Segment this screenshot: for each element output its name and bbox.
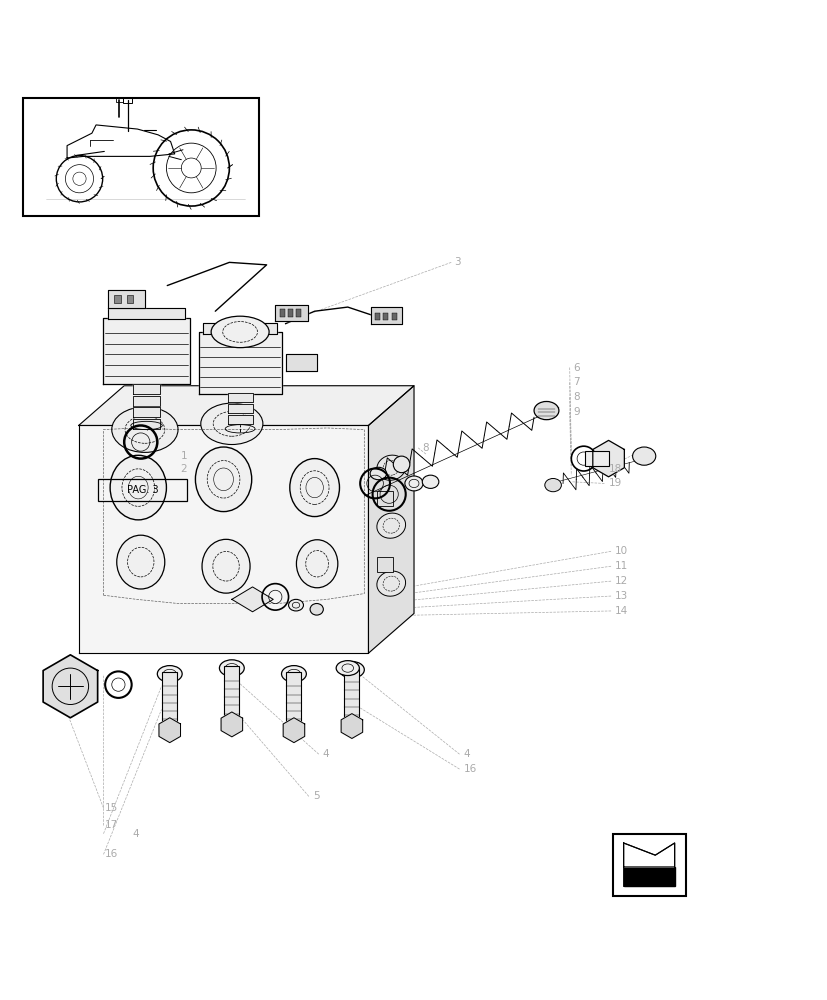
Polygon shape (203, 323, 277, 334)
Bar (375, 313, 380, 320)
Bar (98, 479, 187, 501)
Bar (391, 313, 396, 320)
Polygon shape (623, 867, 674, 886)
Text: 13: 13 (614, 591, 627, 601)
Ellipse shape (309, 604, 323, 615)
Text: 6: 6 (572, 363, 579, 373)
Text: 8: 8 (422, 443, 428, 453)
Ellipse shape (296, 540, 337, 588)
Polygon shape (79, 386, 414, 425)
Bar (23, 98, 259, 216)
Polygon shape (79, 425, 368, 653)
Bar (288, 309, 293, 317)
Bar (114, 295, 121, 303)
Ellipse shape (376, 571, 405, 596)
Polygon shape (227, 415, 252, 424)
Text: 14: 14 (614, 606, 627, 616)
Text: 19: 19 (608, 478, 621, 488)
Ellipse shape (376, 513, 405, 538)
Text: 15: 15 (105, 803, 118, 813)
Polygon shape (103, 318, 189, 384)
Ellipse shape (202, 539, 250, 593)
Polygon shape (133, 407, 160, 417)
Ellipse shape (376, 455, 405, 480)
Bar (376, 491, 393, 506)
Bar (286, 672, 301, 724)
Polygon shape (227, 404, 252, 413)
Bar (585, 451, 608, 466)
Text: 18: 18 (608, 464, 621, 474)
Bar (122, 97, 132, 103)
Ellipse shape (117, 535, 165, 589)
Ellipse shape (370, 467, 386, 480)
Text: 11: 11 (614, 561, 627, 571)
Ellipse shape (219, 660, 244, 676)
Ellipse shape (632, 447, 655, 465)
Polygon shape (227, 393, 252, 402)
Polygon shape (368, 386, 414, 653)
Polygon shape (283, 718, 304, 743)
Text: 5: 5 (313, 791, 319, 801)
Text: 1: 1 (180, 451, 187, 461)
Bar (280, 309, 284, 317)
Bar (383, 313, 388, 320)
Text: 7: 7 (572, 377, 579, 387)
Polygon shape (370, 307, 402, 324)
Bar (296, 309, 301, 317)
Bar (116, 98, 122, 102)
Polygon shape (198, 332, 281, 394)
Polygon shape (159, 718, 180, 743)
Text: 4: 4 (323, 749, 329, 759)
Text: 8: 8 (572, 392, 579, 402)
Polygon shape (108, 308, 185, 319)
Polygon shape (592, 440, 624, 477)
Text: 12: 12 (614, 576, 627, 586)
Ellipse shape (544, 478, 561, 492)
Polygon shape (221, 712, 242, 737)
Polygon shape (133, 396, 160, 406)
Text: 2: 2 (180, 464, 187, 474)
Bar (162, 672, 177, 724)
Circle shape (393, 456, 409, 473)
Ellipse shape (112, 407, 178, 452)
Polygon shape (133, 384, 160, 394)
Ellipse shape (336, 661, 359, 676)
Text: 16: 16 (105, 849, 118, 859)
Polygon shape (133, 419, 160, 429)
Ellipse shape (404, 476, 423, 491)
Ellipse shape (211, 316, 269, 348)
Ellipse shape (201, 403, 263, 445)
Text: 4: 4 (132, 829, 139, 839)
Bar (612, 834, 685, 896)
Ellipse shape (533, 401, 558, 420)
Polygon shape (108, 290, 145, 308)
Text: 17: 17 (105, 820, 118, 830)
Ellipse shape (157, 666, 182, 682)
Text: 4: 4 (463, 749, 470, 759)
Text: 9: 9 (572, 407, 579, 417)
Polygon shape (232, 587, 273, 612)
Ellipse shape (422, 475, 438, 488)
Ellipse shape (281, 666, 306, 682)
Bar (376, 557, 393, 572)
Bar (224, 666, 239, 718)
Ellipse shape (288, 599, 303, 611)
Bar (344, 668, 359, 719)
Polygon shape (341, 714, 362, 738)
Ellipse shape (195, 447, 251, 512)
Ellipse shape (339, 661, 364, 678)
Bar (127, 295, 133, 303)
Text: 3: 3 (453, 257, 460, 267)
Ellipse shape (110, 455, 166, 520)
Text: 16: 16 (463, 764, 476, 774)
Polygon shape (623, 843, 674, 867)
Ellipse shape (289, 459, 339, 517)
Polygon shape (285, 354, 317, 371)
Text: PAG. 3: PAG. 3 (127, 485, 158, 495)
Polygon shape (275, 305, 308, 321)
Polygon shape (43, 655, 98, 718)
Text: 10: 10 (614, 546, 627, 556)
